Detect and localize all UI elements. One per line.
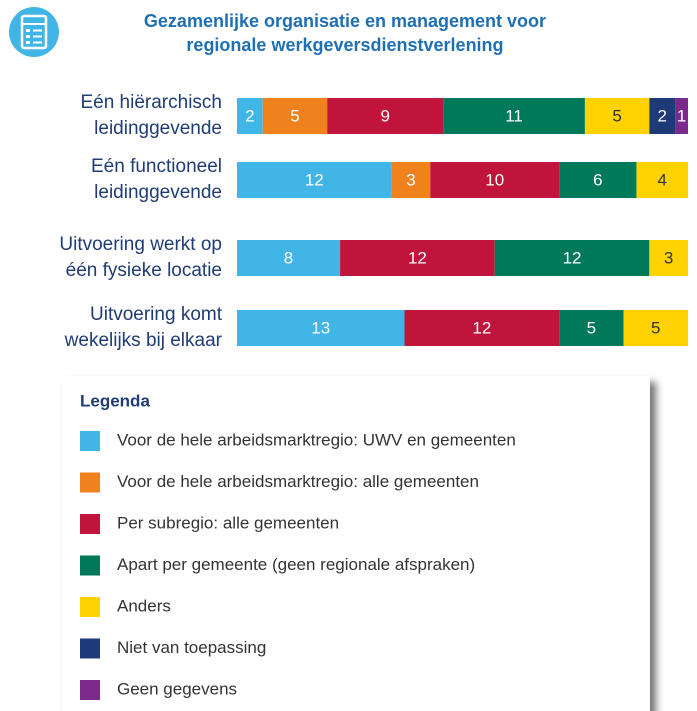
value-label: 4 [657,170,666,189]
value-label: 2 [245,106,254,125]
bar-segment [262,98,328,134]
legend-title: Legenda [80,391,150,410]
value-label: 1 [677,106,686,125]
legend-label: Anders [117,596,171,615]
bar-segment [675,98,688,134]
value-label: 10 [485,170,504,189]
value-label: 5 [290,106,299,125]
value-label: 12 [305,170,324,189]
bar-segment [237,162,392,198]
bar-segment [237,98,263,134]
chart-title: Gezamenlijke organisatie en management v… [144,11,546,31]
legend-label: Voor de hele arbeidsmarktregio: UWV en g… [117,430,516,449]
y-tick-label: Eén functioneel [91,156,222,177]
y-tick-label: leidinggevende [94,182,222,203]
legend-label: Niet van toepassing [117,638,266,657]
bar-segment [494,240,650,276]
bar-segment [443,98,585,134]
y-tick-label: Uitvoering komt [90,304,223,325]
value-label: 3 [406,170,415,189]
bar-segment [649,98,676,134]
legend-swatch [80,680,100,700]
value-label: 2 [657,106,666,125]
bar-segment [327,98,444,134]
y-tick-label: wekelijks bij elkaar [64,330,223,351]
value-label: 8 [284,248,293,267]
legend-label: Voor de hele arbeidsmarktregio: alle gem… [117,472,479,491]
value-label: 9 [380,106,389,125]
value-label: 12 [563,248,582,267]
y-tick-label: één fysieke locatie [66,260,222,281]
bar-segment [237,310,405,346]
value-label: 5 [651,318,660,337]
bar-segment [584,98,650,134]
legend-box [62,376,650,711]
value-label: 6 [593,170,602,189]
bar-segment [559,310,624,346]
bar-segment [430,162,560,198]
legend-label: Apart per gemeente (geen regionale afspr… [117,555,475,574]
y-tick-label: leidinggevende [94,118,222,139]
bar-segment [649,240,688,276]
legend-label: Geen gegevens [117,679,237,698]
legend-swatch [80,555,100,576]
legend-swatch [80,514,100,534]
legend-label: Per subregio: alle gemeenten [117,513,339,532]
bar-segment [559,162,637,198]
legend-swatch [80,638,100,659]
y-tick-label: Eén hiërarchisch [80,92,222,113]
bar-segment [404,310,560,346]
bar-segment [391,162,431,198]
bar-segment [237,240,341,276]
value-label: 12 [408,248,427,267]
value-label: 13 [311,318,330,337]
value-label: 5 [612,106,621,125]
value-label: 12 [472,318,491,337]
icon [9,7,59,57]
value-label: 11 [505,106,523,125]
y-tick-label: Uitvoering werkt op [59,234,222,255]
legend-swatch [80,431,100,451]
bar-segment [623,310,688,346]
legend-swatch [80,472,100,493]
value-label: 5 [587,318,596,337]
value-label: 3 [664,248,673,267]
legend-swatch [80,597,100,617]
chart-title: regionale werkgeversdienstverlening [186,35,503,55]
bar-segment [636,162,688,198]
bar-segment [340,240,495,276]
